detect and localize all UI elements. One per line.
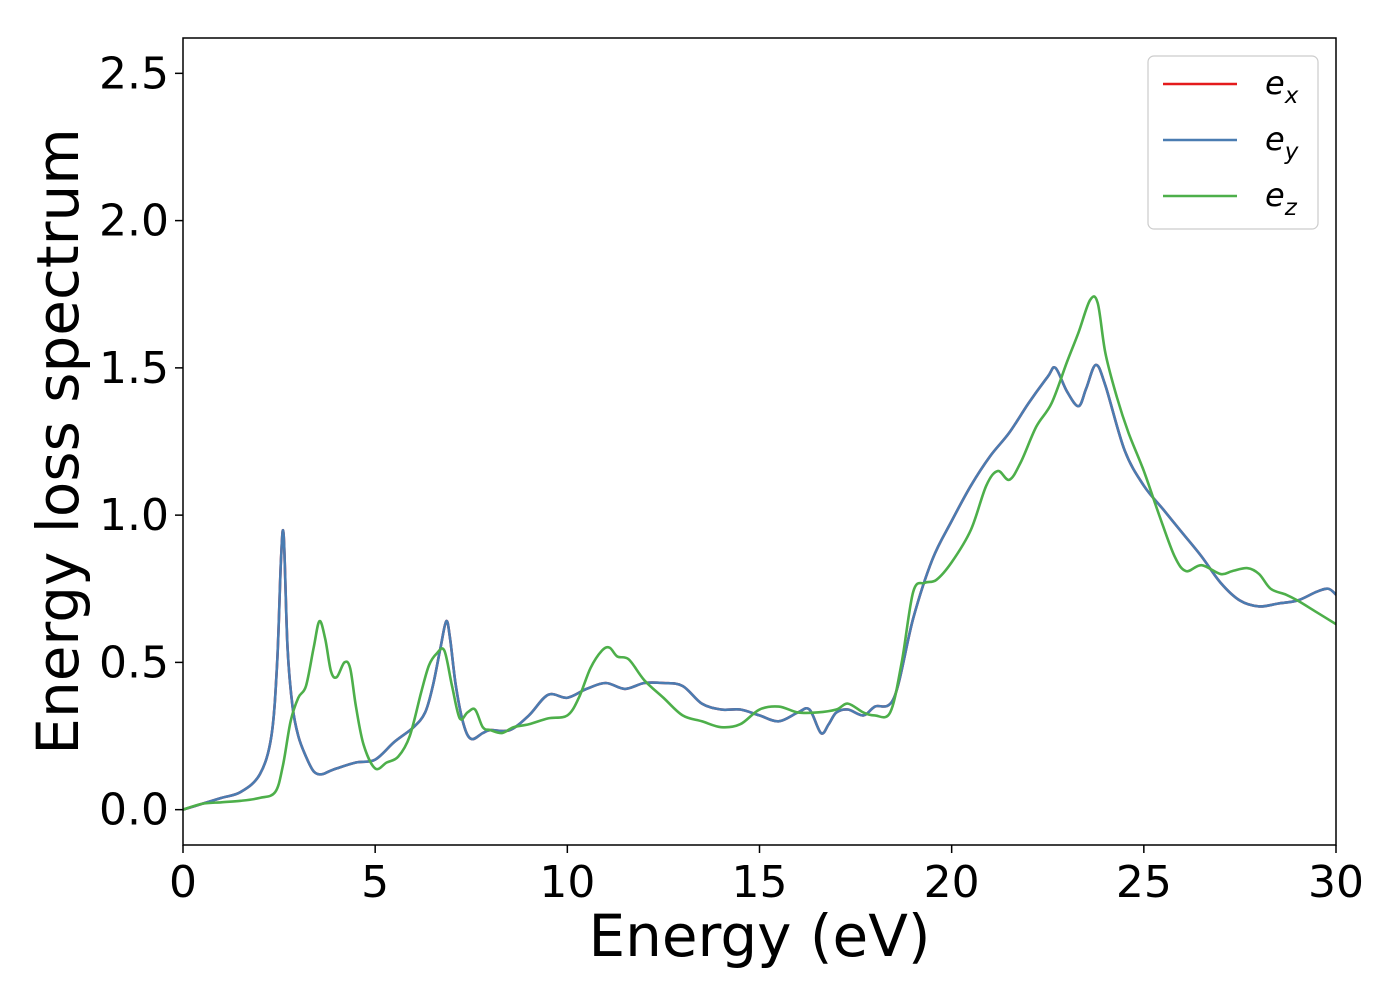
x-tick-label: 20	[924, 857, 980, 908]
series-layer	[183, 295, 1336, 811]
series-line-ey	[183, 363, 1336, 811]
x-axis: 0 5 10 15 20 25 30	[169, 845, 1364, 908]
x-tick-label: 30	[1308, 857, 1364, 908]
legend-label-ey: ey	[1265, 120, 1299, 165]
y-axis-title: Energy loss spectrum	[24, 128, 92, 754]
legend-label-ex: ex	[1265, 64, 1299, 109]
x-axis-title: Energy (eV)	[588, 902, 930, 970]
legend-label-ez: ez	[1265, 176, 1298, 221]
y-tick-label: 1.0	[99, 490, 169, 541]
x-tick-label: 25	[1116, 857, 1172, 908]
y-axis: 0.0 0.5 1.0 1.5 2.0 2.5	[99, 48, 183, 836]
y-tick-label: 2.5	[99, 48, 169, 99]
series-line-ez	[183, 295, 1336, 811]
x-tick-label: 5	[361, 857, 389, 908]
legend-items: ex ey ez	[1163, 64, 1299, 221]
y-tick-label: 1.5	[99, 343, 169, 394]
y-tick-label: 0.0	[99, 785, 169, 836]
legend: ex ey ez	[1147, 55, 1319, 230]
x-tick-label: 10	[539, 857, 595, 908]
legend-box	[1147, 55, 1319, 230]
x-tick-label: 0	[169, 857, 197, 908]
y-tick-label: 0.5	[99, 637, 169, 688]
series-line-ex	[183, 363, 1336, 811]
x-tick-label: 15	[732, 857, 788, 908]
y-tick-label: 2.0	[99, 196, 169, 247]
